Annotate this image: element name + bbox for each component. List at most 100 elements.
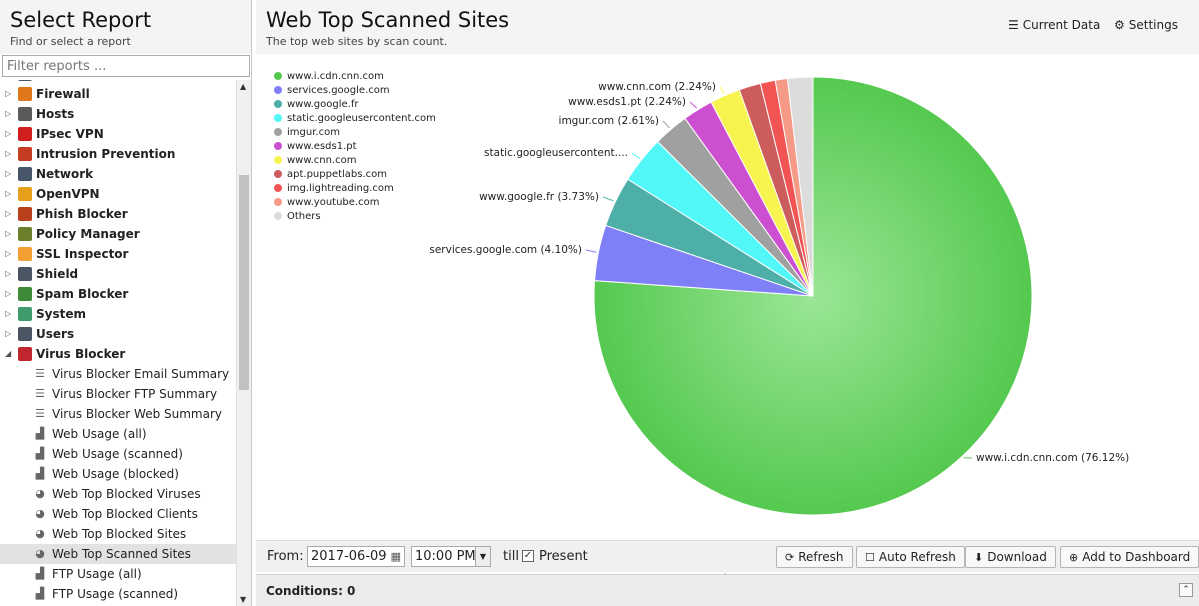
calendar-icon[interactable]: ▦ (390, 550, 401, 563)
tree-app-spam-blocker[interactable]: ▷ Spam Blocker (0, 284, 236, 304)
legend-swatch (274, 212, 282, 220)
collapsed-arrow-icon[interactable]: ▷ (5, 109, 12, 118)
tree-report-web-top-blocked-viruses[interactable]: ◕ Web Top Blocked Viruses (0, 484, 236, 504)
from-time-field[interactable]: 10:00 PM ▼ (411, 546, 491, 567)
tree-report-virus-blocker-ftp-summary[interactable]: ☰ Virus Blocker FTP Summary (0, 384, 236, 404)
expand-up-icon[interactable]: ⌃ (1179, 583, 1193, 597)
app-icon (18, 287, 32, 301)
collapsed-arrow-icon[interactable]: ▷ (5, 149, 12, 158)
expanded-arrow-icon[interactable]: ◢ (5, 349, 12, 358)
report-tree-scrollbar[interactable]: ▲ ▼ (236, 80, 251, 606)
settings-button[interactable]: ⚙ Settings (1114, 18, 1178, 32)
bar-chart-icon: ▟ (35, 467, 45, 480)
tree-report-ftp-usage-scanned-[interactable]: ▟ FTP Usage (scanned) (0, 584, 236, 604)
legend-item[interactable]: img.lightreading.com (274, 182, 436, 196)
download-button[interactable]: ⬇ Download (965, 546, 1056, 568)
tree-app-openvpn[interactable]: ▷ OpenVPN (0, 184, 236, 204)
collapsed-arrow-icon[interactable]: ▷ (5, 229, 12, 238)
legend-swatch (274, 184, 282, 192)
pie-slice[interactable] (786, 76, 814, 297)
scroll-up-arrow-icon[interactable]: ▲ (240, 82, 247, 91)
tree-app-policy-manager[interactable]: ▷ Policy Manager (0, 224, 236, 244)
collapsed-arrow-icon[interactable]: ▷ (5, 249, 12, 258)
collapsed-arrow-icon[interactable]: ▷ (5, 309, 12, 318)
scroll-thumb[interactable] (239, 175, 249, 390)
collapsed-arrow-icon[interactable]: ▷ (5, 329, 12, 338)
report-tree: ▷ Firewall ▷ Hosts ▷ IPsec VPN ▷ Intrusion Prev… (0, 80, 236, 606)
app-icon (18, 167, 32, 181)
current-data-button[interactable]: ☰ Current Data (1008, 18, 1100, 32)
legend-label: www.esds1.pt (287, 141, 357, 152)
tree-report-web-usage-scanned-[interactable]: ▟ Web Usage (scanned) (0, 444, 236, 464)
legend-label: www.youtube.com (287, 197, 380, 208)
add-to-dashboard-label: Add to Dashboard (1082, 550, 1191, 564)
auto-refresh-button[interactable]: ☐ Auto Refresh (856, 546, 965, 568)
tree-app-hosts[interactable]: ▷ Hosts (0, 104, 236, 124)
add-to-dashboard-button[interactable]: ⊕ Add to Dashboard (1060, 546, 1199, 568)
tree-report-ftp-usage-all-[interactable]: ▟ FTP Usage (all) (0, 564, 236, 584)
tree-app-ipsec-vpn[interactable]: ▷ IPsec VPN (0, 124, 236, 144)
tree-report-web-usage-all-[interactable]: ▟ Web Usage (all) (0, 424, 236, 444)
tree-app-virus-blocker[interactable]: ◢ Virus Blocker (0, 344, 236, 364)
present-checkbox[interactable]: ✓ (522, 550, 534, 562)
tree-app-firewall[interactable]: ▷ Firewall (0, 84, 236, 104)
scroll-down-arrow-icon[interactable]: ▼ (240, 595, 247, 604)
collapsed-arrow-icon[interactable]: ▷ (5, 169, 12, 178)
report-selector-panel: Select Report Find or select a report ▷ F… (0, 0, 252, 606)
pie-data-label: www.i.cdn.cnn.com (76.12%) (976, 452, 1129, 464)
tree-report-label: FTP Usage (all) (52, 567, 142, 581)
pie-chart-icon: ◕ (35, 487, 45, 500)
conditions-bar[interactable]: Conditions: 0 ⌃ (256, 574, 1199, 606)
collapsed-arrow-icon[interactable]: ▷ (5, 129, 12, 138)
tree-app-label: Spam Blocker (36, 287, 129, 301)
tree-report-web-top-scanned-sites[interactable]: ◕ Web Top Scanned Sites (0, 544, 236, 564)
legend-item[interactable]: Others (274, 210, 436, 224)
legend-item[interactable]: imgur.com (274, 126, 436, 140)
app-icon (18, 207, 32, 221)
tree-app-label: Intrusion Prevention (36, 147, 176, 161)
tree-report-label: Web Top Blocked Viruses (52, 487, 201, 501)
legend-label: www.google.fr (287, 99, 359, 110)
tree-app-label: System (36, 307, 86, 321)
chevron-down-icon[interactable]: ▼ (475, 547, 490, 566)
collapsed-arrow-icon[interactable]: ▷ (5, 269, 12, 278)
tree-app-users[interactable]: ▷ Users (0, 324, 236, 344)
plus-circle-icon: ⊕ (1069, 551, 1079, 564)
legend-item[interactable]: www.youtube.com (274, 196, 436, 210)
tree-app-network[interactable]: ▷ Network (0, 164, 236, 184)
auto-refresh-label: Auto Refresh (878, 550, 956, 564)
legend-item[interactable]: www.google.fr (274, 98, 436, 112)
tree-app-shield[interactable]: ▷ Shield (0, 264, 236, 284)
tree-report-label: Web Top Blocked Sites (52, 527, 187, 541)
app-icon (18, 127, 32, 141)
tree-app-label: Firewall (36, 87, 90, 101)
tree-report-virus-blocker-email-summary[interactable]: ☰ Virus Blocker Email Summary (0, 364, 236, 384)
refresh-icon: ⟳ (785, 551, 795, 564)
from-date-field[interactable]: 2017-06-09 ▦ (307, 546, 405, 567)
collapsed-arrow-icon[interactable]: ▷ (5, 209, 12, 218)
legend-item[interactable]: services.google.com (274, 84, 436, 98)
legend-item[interactable]: static.googleusercontent.com (274, 112, 436, 126)
legend-item[interactable]: www.i.cdn.cnn.com (274, 70, 436, 84)
collapsed-arrow-icon[interactable]: ▷ (5, 289, 12, 298)
tree-app-phish-blocker[interactable]: ▷ Phish Blocker (0, 204, 236, 224)
refresh-button[interactable]: ⟳ Refresh (776, 546, 853, 568)
app-icon (18, 227, 32, 241)
legend-label: img.lightreading.com (287, 183, 394, 194)
legend-item[interactable]: www.esds1.pt (274, 140, 436, 154)
collapsed-arrow-icon[interactable]: ▷ (5, 189, 12, 198)
tree-report-web-top-blocked-sites[interactable]: ◕ Web Top Blocked Sites (0, 524, 236, 544)
tree-row-clipped (0, 80, 236, 84)
filter-reports-input[interactable] (2, 55, 250, 77)
list-icon: ☰ (1008, 18, 1019, 32)
legend-item[interactable]: www.cnn.com (274, 154, 436, 168)
collapsed-arrow-icon[interactable]: ▷ (5, 89, 12, 98)
tree-app-ssl-inspector[interactable]: ▷ SSL Inspector (0, 244, 236, 264)
tree-report-web-usage-blocked-[interactable]: ▟ Web Usage (blocked) (0, 464, 236, 484)
tree-report-web-top-blocked-clients[interactable]: ◕ Web Top Blocked Clients (0, 504, 236, 524)
tree-report-label: Web Top Blocked Clients (52, 507, 198, 521)
legend-item[interactable]: apt.puppetlabs.com (274, 168, 436, 182)
tree-app-system[interactable]: ▷ System (0, 304, 236, 324)
tree-report-virus-blocker-web-summary[interactable]: ☰ Virus Blocker Web Summary (0, 404, 236, 424)
tree-app-intrusion-prevention[interactable]: ▷ Intrusion Prevention (0, 144, 236, 164)
